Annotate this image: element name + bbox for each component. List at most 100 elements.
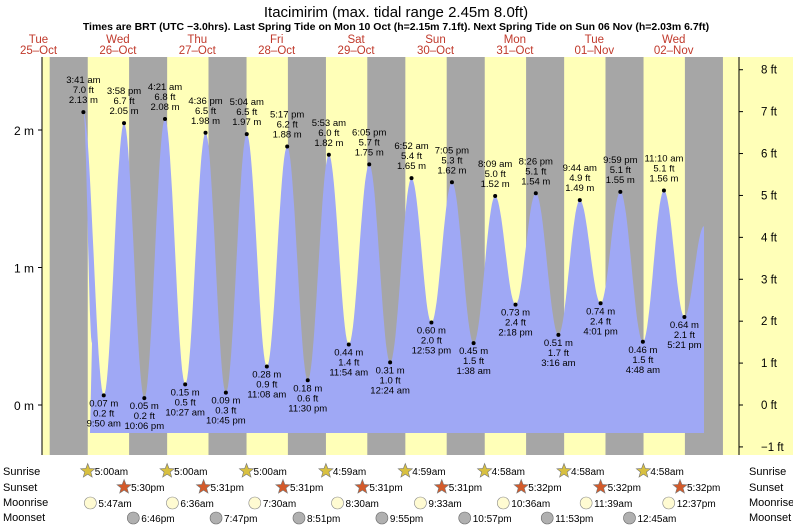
astro-label-left: Moonset xyxy=(3,512,45,524)
tide-label: 0.2 ft xyxy=(134,411,155,422)
tide-point xyxy=(244,132,249,137)
left-tick-label: 2 m xyxy=(14,124,34,138)
moonset-icon xyxy=(540,511,554,525)
tide-label: 1.5 ft xyxy=(632,355,653,366)
tide-label: 2.13 m xyxy=(69,95,98,106)
tide-point xyxy=(346,342,351,347)
sunrise-time: 4:58am xyxy=(492,467,525,478)
moonset-icon xyxy=(458,511,472,525)
right-tick-label: −1 ft xyxy=(761,442,785,454)
tide-label: 6.2 ft xyxy=(277,120,298,131)
tide-label: 1.0 ft xyxy=(380,375,401,386)
tide-label: 5:04 am xyxy=(230,97,264,108)
day-name: Fri xyxy=(270,34,283,46)
tide-point xyxy=(101,393,106,398)
tide-point xyxy=(122,121,127,126)
day-name: Wed xyxy=(106,34,129,46)
sunrise-time: 5:00am xyxy=(174,467,207,478)
tide-label: 1.49 m xyxy=(565,183,594,194)
tide-point xyxy=(429,320,434,325)
tide-point xyxy=(618,189,623,194)
day-date: 25–Oct xyxy=(20,45,58,57)
tide-label: 2.4 ft xyxy=(590,316,611,327)
moonrise-time: 12:37pm xyxy=(677,499,716,510)
tide-label: 0.46 m xyxy=(628,345,657,356)
tide-label: 4.9 ft xyxy=(569,173,590,184)
moonset-time: 12:45am xyxy=(637,514,676,525)
day-name: Sun xyxy=(425,34,445,46)
tide-label: 4:36 pm xyxy=(188,96,222,107)
tide-label: 11:08 am xyxy=(247,390,286,401)
sun-icon xyxy=(318,462,334,478)
moonset-time: 9:55pm xyxy=(390,514,423,525)
tide-label: 5.1 ft xyxy=(610,165,631,176)
sun-icon xyxy=(433,478,450,494)
tide-label: 4:01 pm xyxy=(583,326,617,337)
tide-label: 11:54 am xyxy=(329,368,368,379)
chart-title: Itacimirim (max. tidal range 2.45m 8.0ft… xyxy=(264,4,528,21)
tide-label: 6.5 ft xyxy=(236,107,257,118)
moonset-time: 8:51pm xyxy=(307,514,340,525)
tide-label: 5.4 ft xyxy=(401,151,422,162)
tide-label: 0.74 m xyxy=(586,306,615,317)
sun-icon xyxy=(476,462,493,478)
tide-point xyxy=(326,152,331,157)
moonrise-icon xyxy=(579,496,593,510)
tide-label: 11:10 am xyxy=(644,154,683,165)
sunset-time: 5:30pm xyxy=(131,483,164,494)
moonrise-time: 5:47am xyxy=(98,499,131,510)
tide-label: 0.60 m xyxy=(417,326,446,337)
tide-label: 9:44 am xyxy=(563,163,597,174)
tide-label: 9:59 pm xyxy=(603,155,637,166)
tide-label: 0.09 m xyxy=(211,396,240,407)
day-date: 30–Oct xyxy=(417,45,455,57)
left-tick-label: 1 m xyxy=(14,262,34,276)
chart-subtitle: Times are BRT (UTC −3.0hrs). Last Spring… xyxy=(83,21,709,33)
tide-point xyxy=(533,191,538,196)
tide-point xyxy=(203,130,208,135)
sunset-time: 5:31pm xyxy=(290,483,323,494)
tide-curve-area xyxy=(83,112,704,433)
tide-label: 0.6 ft xyxy=(297,393,318,404)
tide-label: 5:21 pm xyxy=(667,340,701,351)
astro-label-left: Sunset xyxy=(3,482,37,494)
tide-label: 1.54 m xyxy=(521,176,550,187)
tide-point xyxy=(142,396,147,401)
axes: 0 m 1 m 2 m −1 ft 0 ft 1 ft 2 ft 3 ft 4 ft 5 ft 6 … xyxy=(14,57,785,455)
right-tick-label: 0 ft xyxy=(761,400,778,412)
sun-icon xyxy=(513,478,530,494)
sun-icon xyxy=(672,478,688,494)
sun-icon xyxy=(556,462,572,478)
day-date: 02–Nov xyxy=(654,45,694,57)
astro-label-right: Sunrise xyxy=(749,466,786,478)
right-tick-label: 1 ft xyxy=(761,358,778,370)
tide-label: 5.3 ft xyxy=(441,155,462,166)
tide-point xyxy=(577,198,582,203)
tide-point xyxy=(81,110,86,115)
tide-label: 2:18 pm xyxy=(498,328,532,339)
moonrise-icon xyxy=(166,496,179,510)
tide-point xyxy=(682,315,687,319)
tide-label: 6:05 pm xyxy=(352,127,386,138)
tide-label: 8:26 pm xyxy=(519,156,553,167)
astro-table: Sunrise Sunrise Sunset Sunset Moonrise Moonri… xyxy=(3,462,793,525)
moonset-icon xyxy=(623,511,636,525)
tide-label: 1.75 m xyxy=(355,147,384,158)
tide-label: 5.0 ft xyxy=(485,169,506,180)
moonset-icon xyxy=(126,511,140,525)
tide-label: 1.98 m xyxy=(191,116,220,127)
tide-label: 1.88 m xyxy=(273,130,302,141)
tide-label: 11:30 pm xyxy=(288,403,327,414)
tide-label: 0.64 m xyxy=(670,320,699,331)
tide-label: 2.05 m xyxy=(109,106,138,117)
sunrise-time: 4:59am xyxy=(412,467,445,478)
tide-point xyxy=(598,301,603,306)
tide-label: 0.5 ft xyxy=(175,397,196,408)
tide-point xyxy=(471,341,476,346)
moonset-icon xyxy=(292,511,306,525)
day-date: 26–Oct xyxy=(99,45,137,57)
right-tick-label: 8 ft xyxy=(761,65,778,77)
tide-label: 5:53 am xyxy=(312,118,346,129)
moonrise-time: 6:36am xyxy=(180,499,213,510)
right-tick-label: 5 ft xyxy=(761,190,778,202)
